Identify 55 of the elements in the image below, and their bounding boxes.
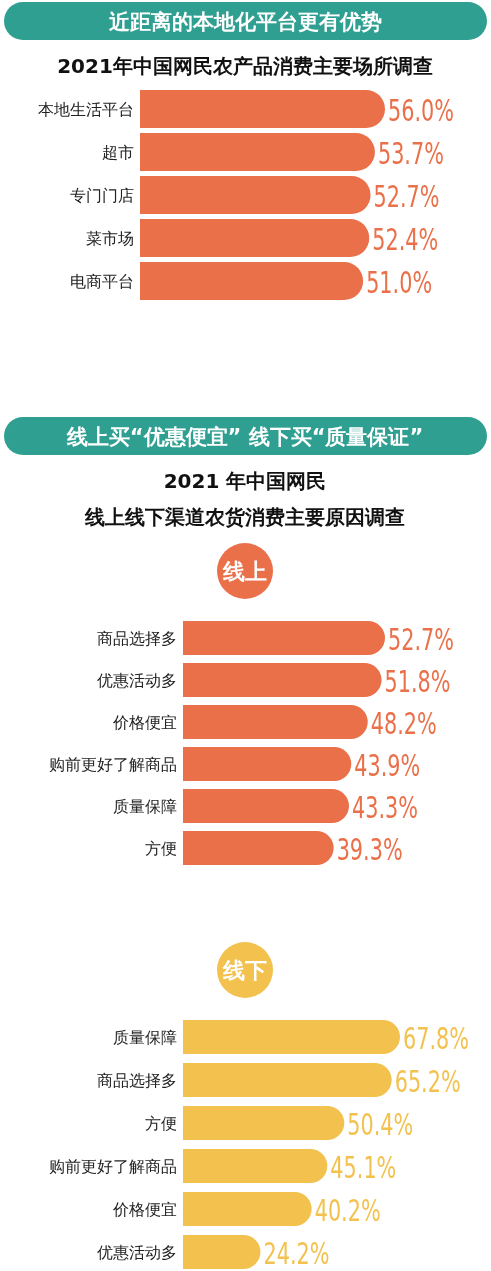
data-label: 39.3% (336, 832, 432, 867)
y-tick-label: 超市 (102, 143, 134, 162)
chart-title: 近距离的本地化平台更有优势 (107, 10, 382, 34)
y-tick-label: 方便 (145, 839, 177, 858)
y-tick-label: 电商平台 (70, 272, 134, 291)
y-tick-label: 质量保障 (113, 1028, 177, 1047)
data-label: 43.9% (354, 748, 450, 783)
data-label: 51.8% (384, 664, 480, 699)
y-tick-label: 购前更好了解商品 (49, 1157, 177, 1176)
bar (183, 621, 385, 655)
y-tick-label: 专门门店 (70, 186, 134, 205)
y-tick-label: 购前更好了解商品 (49, 755, 177, 774)
chart-title: 线上买“优惠便宜” 线下买“质量保证” (65, 425, 424, 449)
data-label: 48.2% (370, 706, 467, 741)
y-tick-label: 优惠活动多 (97, 1243, 177, 1262)
series-label: 线上 (222, 559, 267, 584)
data-label: 24.2% (263, 1236, 359, 1271)
data-label: 50.4% (347, 1107, 443, 1142)
y-tick-label: 优惠活动多 (97, 671, 177, 690)
y-tick-label: 菜市场 (86, 229, 134, 248)
data-label: 43.3% (351, 790, 448, 825)
bar (183, 1235, 261, 1269)
data-label: 40.2% (314, 1193, 410, 1228)
y-tick-label: 质量保障 (113, 797, 177, 816)
data-label: 56.0% (388, 93, 484, 128)
data-label: 67.8% (403, 1021, 491, 1056)
bar (183, 1063, 392, 1097)
y-tick-label: 商品选择多 (97, 1071, 177, 1090)
bar (183, 1149, 328, 1183)
chart-subtitle: 2021年中国网民农产品消费主要场所调查 (57, 54, 433, 78)
y-tick-label: 方便 (145, 1114, 177, 1133)
bar (183, 747, 352, 781)
bar (183, 1192, 312, 1226)
bar (183, 663, 382, 697)
data-label: 51.0% (366, 265, 462, 300)
series-label: 线下 (222, 958, 267, 983)
data-label: 45.1% (330, 1150, 426, 1185)
data-label: 53.7% (377, 136, 474, 171)
y-tick-label: 价格便宜 (112, 1200, 177, 1219)
y-tick-label: 价格便宜 (112, 713, 177, 732)
y-tick-label: 商品选择多 (97, 629, 177, 648)
data-label: 65.2% (394, 1064, 490, 1099)
legend-badge: 线下 (217, 942, 273, 998)
bar (183, 789, 349, 823)
legend-badge: 线上 (217, 543, 273, 599)
y-tick-label: 本地生活平台 (38, 100, 134, 119)
chart-subtitle: 2021 年中国网民 (163, 469, 327, 493)
text: 线上线下渠道农货消费主要原因调查 (84, 505, 405, 529)
data-label: 52.7% (388, 622, 484, 657)
bar (183, 1106, 345, 1140)
bar (183, 1020, 400, 1054)
data-label: 52.7% (373, 179, 469, 214)
bar (183, 705, 368, 739)
bar (183, 831, 334, 865)
data-label: 52.4% (372, 222, 468, 257)
